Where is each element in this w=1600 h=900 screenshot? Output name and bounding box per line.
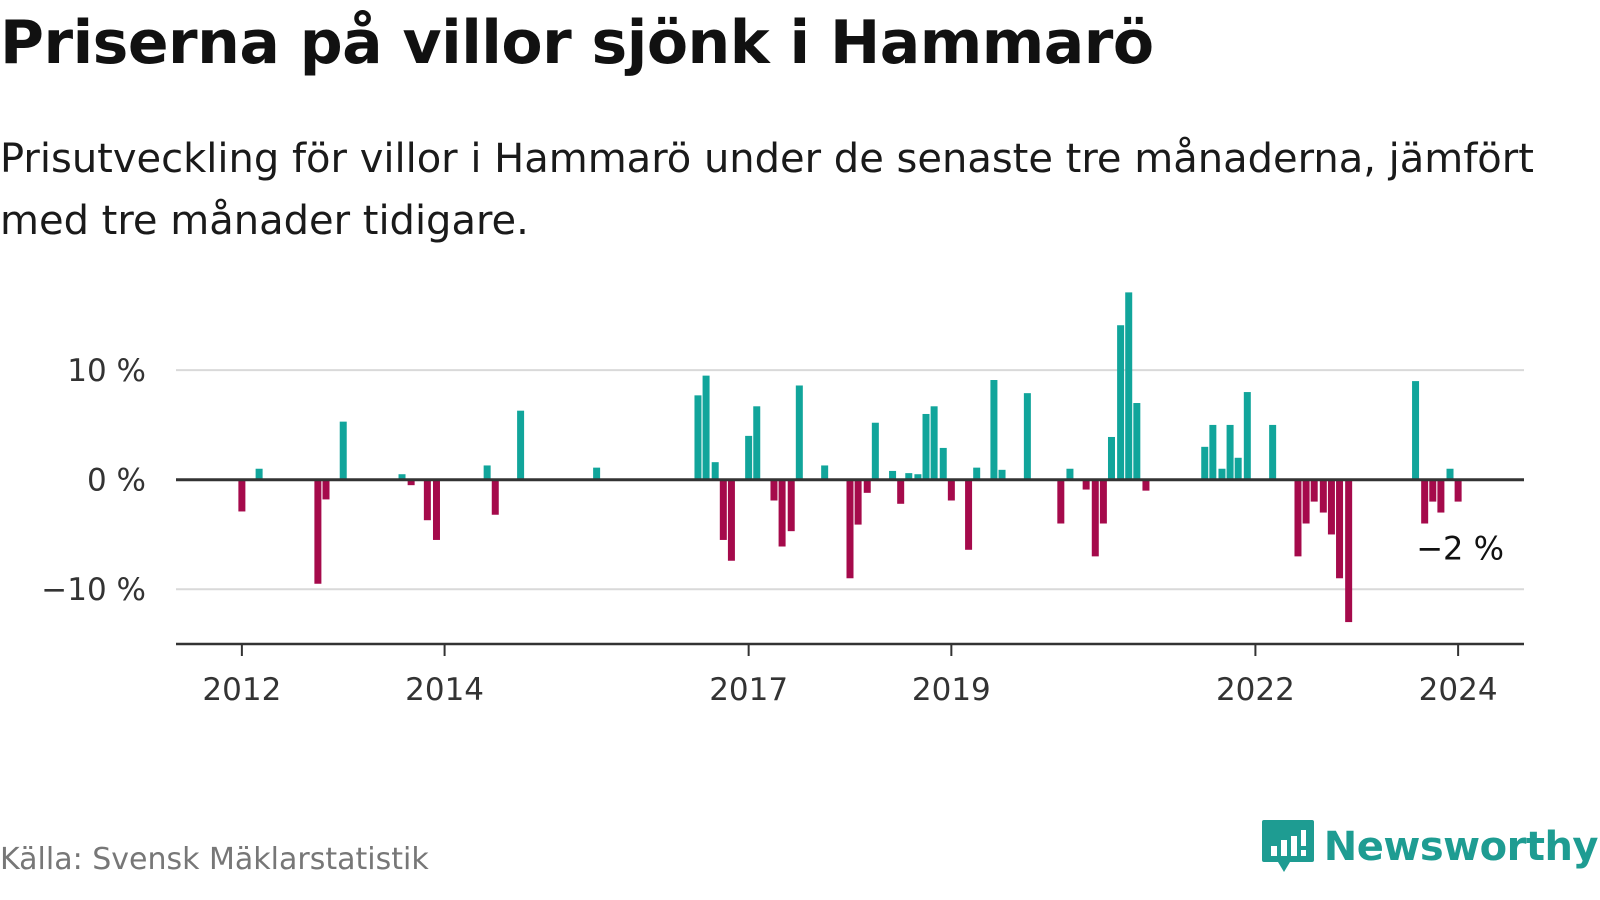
bar [1142, 479, 1150, 491]
bar [1082, 479, 1090, 490]
bar [914, 474, 922, 480]
bar [1446, 468, 1454, 480]
bar [753, 406, 761, 480]
bar [593, 467, 601, 480]
bar [322, 479, 330, 500]
bar [1345, 479, 1353, 623]
bar [719, 479, 727, 540]
y-tick-label: 10 % [67, 353, 146, 389]
bar [1243, 392, 1251, 480]
bar [1437, 479, 1445, 513]
x-tick-label: 2014 [405, 672, 484, 708]
bar [339, 421, 347, 480]
bar [973, 467, 981, 480]
bar [491, 479, 499, 515]
bar [694, 395, 702, 480]
x-tick-label: 2024 [1419, 672, 1498, 708]
bar [1057, 479, 1065, 524]
bar [821, 465, 829, 480]
bar [1099, 479, 1107, 524]
brand-name: Newsworthy [1323, 824, 1599, 870]
bar [1429, 479, 1437, 502]
axes [176, 478, 1524, 656]
bar [1302, 479, 1310, 524]
bar [1218, 468, 1226, 480]
newsworthy-icon [1261, 820, 1314, 872]
tick-labels: 10 % 0 % −10 % 2012 2014 2017 2019 2022 2024 −2 % [41, 353, 1504, 708]
y-tick-label: 0 % [87, 463, 146, 499]
bar [1091, 479, 1099, 557]
bar [1023, 393, 1031, 480]
bar [1319, 479, 1327, 513]
bar [846, 479, 854, 579]
y-tick-label: −10 % [41, 572, 146, 608]
bar [871, 422, 879, 480]
bar [1133, 403, 1141, 480]
bar [787, 479, 795, 532]
bar [238, 479, 246, 512]
bar [1294, 479, 1302, 557]
x-tick-label: 2022 [1216, 672, 1295, 708]
bar [423, 479, 431, 521]
bar [998, 469, 1006, 480]
bar [1310, 479, 1318, 502]
bar [889, 470, 897, 480]
bar [1336, 479, 1344, 579]
bar [255, 468, 263, 480]
bar [517, 410, 525, 480]
bar [1125, 292, 1133, 480]
bar [1269, 424, 1277, 480]
bar [1117, 325, 1125, 480]
bar [770, 479, 778, 501]
bar [398, 474, 406, 480]
bar [778, 479, 786, 547]
bar [702, 375, 710, 480]
bar [947, 479, 955, 501]
chart-title: Priserna på villor sjönk i Hammarö [0, 8, 1154, 78]
bar [407, 479, 415, 486]
bar [1234, 457, 1242, 480]
bar [863, 479, 871, 493]
last-value-label: −2 % [1416, 530, 1504, 568]
bar [1201, 446, 1209, 480]
brand-logo[interactable]: Newsworthy [1260, 818, 1599, 876]
bar [990, 380, 998, 480]
bar [939, 447, 947, 480]
x-tick-label: 2012 [202, 672, 281, 708]
bar [1454, 479, 1462, 502]
x-tick-label: 2017 [709, 672, 788, 708]
bar [745, 435, 753, 480]
bar [897, 479, 905, 504]
grid-lines [176, 369, 1524, 591]
bar [432, 479, 440, 540]
bar [905, 473, 913, 480]
bar [1226, 424, 1234, 480]
bar [483, 465, 491, 480]
bar [930, 406, 938, 480]
bar [795, 385, 803, 480]
bar [711, 462, 719, 480]
x-tick-label: 2019 [912, 672, 991, 708]
bar [1066, 468, 1074, 480]
bar [965, 479, 973, 550]
bar [727, 479, 735, 561]
bar [314, 479, 322, 584]
chart-subtitle: Prisutveckling för villor i Hammarö unde… [0, 136, 1534, 244]
bar [922, 413, 930, 480]
bar [1209, 424, 1217, 480]
bar-series [238, 292, 1462, 623]
bar [1327, 479, 1335, 535]
bar [854, 479, 862, 525]
source-credit: Källa: Svensk Mäklarstatistik [0, 842, 429, 877]
bar [1421, 479, 1429, 524]
bar [1412, 381, 1420, 480]
bar [1107, 436, 1115, 480]
